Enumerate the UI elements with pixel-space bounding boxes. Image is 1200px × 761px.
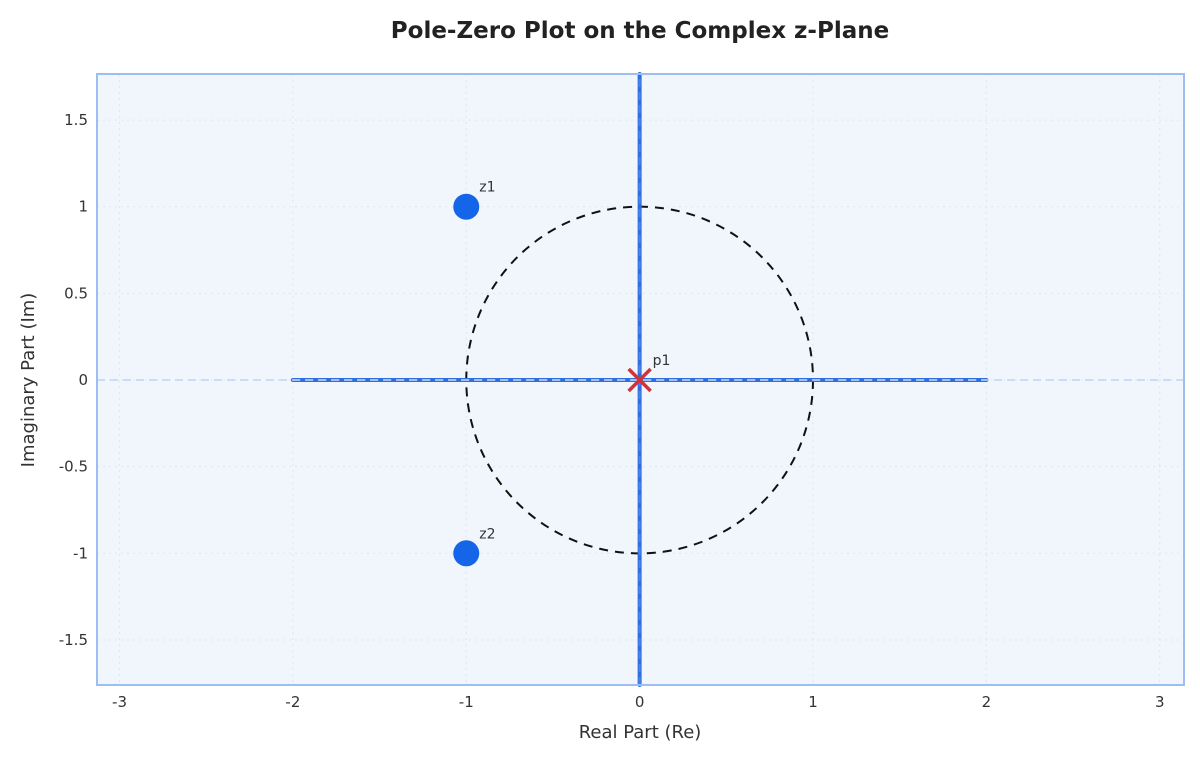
y-tick-labels: 1.5 1 0.5 0 -0.5 -1 -1.5 (59, 111, 88, 649)
data-points: z1 z2 p1 (453, 180, 670, 567)
grid-lines (97, 74, 1184, 685)
x-tick-label: -2 (285, 693, 300, 711)
y-tick-label: -1.5 (59, 631, 88, 649)
y-tick-label: 0.5 (64, 284, 88, 302)
pole-marker-p1 (627, 367, 652, 393)
y-tick-label: 0 (78, 371, 88, 389)
point-label-p1: p1 (653, 353, 671, 369)
x-tick-label: -1 (459, 693, 474, 711)
x-tick-label: 2 (982, 693, 992, 711)
y-axis-label: Imaginary Part (Im) (18, 293, 39, 468)
x-tick-label: -3 (112, 693, 127, 711)
point-label-z2: z2 (479, 526, 495, 542)
plot-frame (96, 73, 1185, 686)
point-label-z1: z1 (479, 180, 495, 196)
x-tick-label: 1 (808, 693, 818, 711)
zero-marker-z1 (453, 193, 480, 220)
chart-title: Pole-Zero Plot on the Complex z-Plane (391, 18, 889, 44)
x-tick-label: 0 (635, 693, 645, 711)
y-tick-label: 1.5 (64, 111, 88, 129)
zero-marker-z2 (453, 540, 480, 567)
y-tick-label: 1 (78, 198, 88, 216)
y-tick-label: -0.5 (59, 458, 88, 476)
x-tick-labels: -3 -2 -1 0 1 2 3 (112, 693, 1164, 711)
y-tick-label: -1 (73, 544, 88, 562)
x-stroke (627, 367, 652, 393)
x-tick-label: 3 (1155, 693, 1165, 711)
x-axis-label: Real Part (Re) (579, 722, 702, 743)
